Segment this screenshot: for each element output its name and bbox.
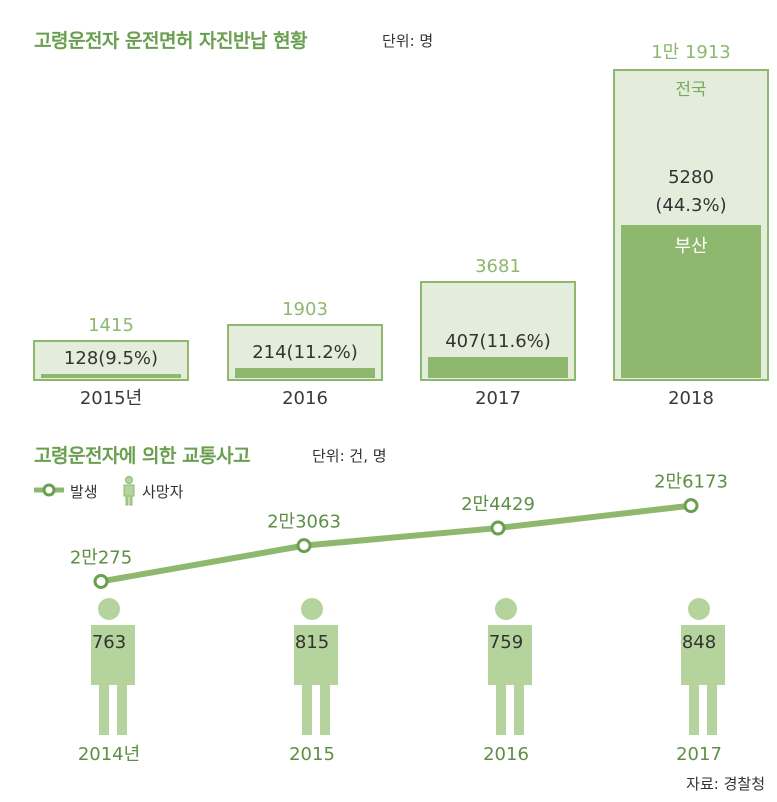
total-label-1: 1903 — [282, 299, 328, 320]
legend-person-icon — [123, 476, 135, 506]
accident-line — [98, 502, 694, 585]
legend-accident-icon — [34, 483, 64, 497]
bar-busan-2 — [428, 357, 568, 378]
person-icon-2 — [480, 598, 532, 735]
busan-label-0: 128(9.5%) — [64, 348, 158, 369]
bottom-year-label-1: 2015 — [289, 744, 335, 765]
busan-tag: 부산 — [674, 236, 707, 257]
bottom-year-label-3: 2017 — [676, 744, 722, 765]
person-icon-0 — [83, 598, 135, 735]
death-label-1: 815 — [295, 632, 329, 653]
bottom-year-label-0: 2014년 — [78, 744, 140, 765]
top-chart-unit: 단위: 명 — [382, 32, 434, 50]
total-label-3: 1만 1913 — [651, 42, 731, 63]
bottom-chart-unit: 단위: 건, 명 — [312, 447, 387, 465]
busan-label-1: 214(11.2%) — [252, 342, 358, 363]
death-label-0: 763 — [92, 632, 126, 653]
total-label-2: 3681 — [475, 256, 521, 277]
busan-label-3: 5280 — [668, 167, 714, 188]
accident-point-1 — [296, 538, 312, 554]
nation-tag: 전국 — [675, 80, 706, 100]
legend-accident-label: 발생 — [70, 483, 98, 501]
license-return-chart: 1415 128(9.5%) 2015년 1903 214(11.2%) 2016 3681… — [33, 42, 769, 409]
year-label-1: 2016 — [282, 388, 328, 409]
busan-label-2: 407(11.6%) — [445, 331, 551, 352]
year-label-0: 2015년 — [80, 388, 142, 409]
bar-busan-1 — [235, 368, 375, 378]
top-chart-title: 고령운전자 운전면허 자진반납 현황 — [34, 30, 308, 52]
year-label-2: 2017 — [475, 388, 521, 409]
legend-death-label: 사망자 — [142, 483, 184, 501]
accident-label-3: 2만6173 — [654, 472, 728, 493]
total-label-0: 1415 — [88, 315, 134, 336]
bottom-year-label-2: 2016 — [483, 744, 529, 765]
elderly-accident-chart: 2만275 2만3063 2만4429 2만6173 763 2014년 815 2015 75… — [70, 472, 728, 765]
accident-label-1: 2만3063 — [267, 512, 341, 533]
accident-label-0: 2만275 — [70, 547, 132, 568]
source-note: 자료: 경찰청 — [686, 775, 765, 793]
busan-pct-2018: (44.3%) — [655, 195, 726, 216]
accident-point-3 — [683, 498, 699, 514]
bar-busan-3 — [621, 225, 761, 378]
person-icon-1 — [286, 598, 338, 735]
person-icon-3 — [673, 598, 725, 735]
death-label-3: 848 — [682, 632, 716, 653]
death-label-2: 759 — [489, 632, 523, 653]
year-label-3: 2018 — [668, 388, 714, 409]
accident-label-2: 2만4429 — [461, 494, 535, 515]
accident-point-0 — [93, 573, 109, 589]
bar-busan-0 — [41, 374, 181, 378]
accident-point-2 — [490, 520, 506, 536]
bar-nation-0 — [33, 340, 189, 381]
bottom-chart-title: 고령운전자에 의한 교통사고 — [34, 445, 251, 467]
